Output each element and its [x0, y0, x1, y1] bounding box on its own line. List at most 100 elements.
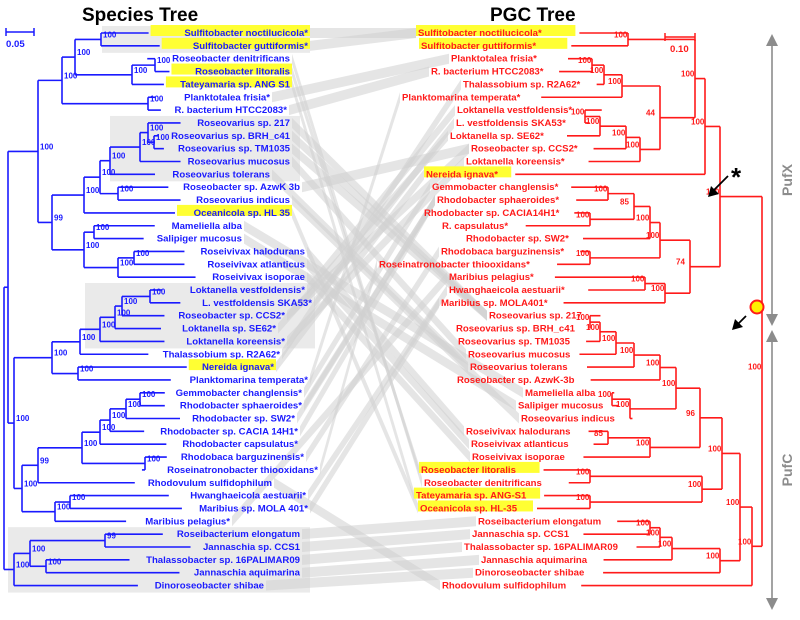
- support-value: 100: [594, 185, 608, 194]
- species-label: Roseibacterium elongatum: [177, 529, 300, 540]
- species-label: Roseivivax isoporae: [212, 272, 305, 283]
- comparison-bands: [8, 26, 315, 593]
- support-value: 100: [681, 70, 695, 79]
- pufc-label: PufC: [779, 454, 795, 487]
- highlight-box: [171, 63, 292, 75]
- species-label: Roseobacter litoralis: [195, 67, 290, 78]
- support-value: 99: [40, 456, 49, 465]
- support-value: 100: [120, 259, 134, 268]
- highlight-box: [414, 487, 541, 499]
- species-label: Rhodobacter sp. CACIA 14H1*: [160, 426, 298, 437]
- support-value: 100: [636, 438, 650, 447]
- connector-band: [276, 169, 424, 373]
- highlight-box: [177, 204, 292, 216]
- connector-band: [292, 143, 487, 321]
- right-scale-label: 0.10: [670, 44, 689, 55]
- support-value: 100: [590, 66, 604, 75]
- connector-band: [302, 529, 470, 552]
- species-tree: 100 100 100 100 100 100 100 100 100 100 100 100 100 1…: [3, 25, 318, 592]
- pufx-range-arrow: PufX: [766, 34, 795, 326]
- connector-band: [232, 272, 447, 527]
- support-value: 100: [54, 349, 68, 358]
- pgc-label: Jannaschia aquimarina: [481, 555, 588, 566]
- pgc-label: Nereida ignava*: [426, 169, 498, 180]
- crossing-connectors: [232, 28, 523, 591]
- species-label: Planktotalea frisia*: [184, 92, 270, 103]
- pgc-label: Roseobacter sp. AzwK-3b: [457, 375, 575, 386]
- connector-band: [310, 92, 400, 385]
- support-value: 100: [142, 138, 156, 147]
- species-label: Roseovarius sp. TM1035: [178, 144, 291, 155]
- support-value: 100: [102, 168, 116, 177]
- pgc-label: Roseovarius sp. 217: [489, 311, 582, 322]
- species-label: Thalassobium sp. R2A62*: [163, 349, 281, 360]
- species-label: Mameliella alba: [172, 221, 243, 232]
- species-label: Rhodobaca barguzinensis*: [181, 452, 304, 463]
- species-label: Rhodobacter capsulatus*: [182, 439, 298, 450]
- pgc-label: Loktanella sp. SE62*: [450, 131, 544, 142]
- connector-band: [306, 246, 439, 463]
- right-scale-bar: 0.10: [664, 33, 696, 55]
- pgc-label: Rhodobacter sp. SW2*: [466, 234, 569, 245]
- support-value: 100: [646, 528, 660, 537]
- pgc-label: Tateyamaria sp. ANG-S1: [416, 491, 527, 502]
- pgc-tree: 1001001001001001001001004410010010010085…: [379, 25, 763, 592]
- support-value: 100: [40, 142, 54, 151]
- species-label: Roseovarius sp. BRH_c41: [171, 131, 291, 142]
- support-value: 100: [24, 479, 38, 488]
- pgc-label: Roseobacter denitrificans: [424, 478, 542, 489]
- pgc-label: L. vestfoldensis SKA53*: [456, 118, 566, 129]
- pgc-label: R. bacterium HTCC2083*: [431, 67, 544, 78]
- species-label: Gemmobacter changlensis*: [176, 388, 303, 399]
- species-label: Roseovarius tolerans: [172, 169, 270, 180]
- support-value: 100: [651, 284, 665, 293]
- pgc-label: Maribius sp. MOLA401*: [441, 298, 548, 309]
- support-value: 100: [616, 400, 630, 409]
- support-value: 100: [636, 214, 650, 223]
- support-value: 100: [738, 537, 752, 546]
- species-label: Dinoroseobacter shibae: [155, 581, 264, 592]
- species-label: Jannaschia sp. CCS1: [203, 542, 301, 553]
- pgc-label: Dinoroseobacter shibae: [475, 568, 584, 579]
- support-value: 100: [142, 390, 156, 399]
- connector-band: [297, 195, 435, 424]
- connector-band: [266, 567, 473, 591]
- support-value: 100: [602, 334, 616, 343]
- species-label: Loktanella sp. SE62*: [182, 324, 276, 335]
- support-value: 100: [608, 77, 622, 86]
- support-value: 100: [86, 241, 100, 250]
- species-tree-title: Species Tree: [82, 5, 198, 26]
- support-value: 100: [80, 365, 94, 374]
- connector-band: [302, 516, 476, 540]
- species-label: Tateyamaria sp. ANG S1: [180, 79, 291, 90]
- species-label: Maribius sp. MOLA 401*: [199, 503, 308, 514]
- support-value: 100: [134, 66, 148, 75]
- species-label: Jannaschia aquimarina: [194, 568, 301, 579]
- species-label: Roseivivax halodurans: [200, 246, 305, 257]
- support-value: 100: [72, 493, 86, 502]
- support-value: 100: [626, 140, 640, 149]
- support-value: 100: [576, 249, 590, 258]
- support-value: 100: [576, 313, 590, 322]
- pgc-label: Loktanella koreensis*: [466, 157, 565, 168]
- support-value: 100: [571, 108, 585, 117]
- support-value: 100: [84, 439, 98, 448]
- support-value: 100: [706, 552, 720, 561]
- pgc-label: Roseovarius sp. BRH_c41: [456, 324, 576, 335]
- support-value: 100: [120, 185, 134, 194]
- support-value: 100: [586, 323, 600, 332]
- connector-band: [307, 259, 469, 450]
- support-value: 100: [646, 231, 660, 240]
- pgc-label: Roseivivax atlanticus: [471, 439, 569, 450]
- connector-band: [272, 53, 449, 103]
- support-value: 100: [152, 287, 166, 296]
- support-value: 100: [612, 128, 626, 137]
- left-scale-bar: 0.05: [5, 28, 35, 50]
- species-label: Loktanella vestfoldensis*: [190, 285, 305, 296]
- support-value: 44: [646, 109, 655, 118]
- support-value: 100: [16, 560, 30, 569]
- transfer-star-marker: *: [731, 162, 742, 192]
- support-value: 85: [620, 197, 629, 206]
- support-value: 100: [150, 95, 164, 104]
- species-label: Rhodobacter sp. SW2*: [192, 414, 295, 425]
